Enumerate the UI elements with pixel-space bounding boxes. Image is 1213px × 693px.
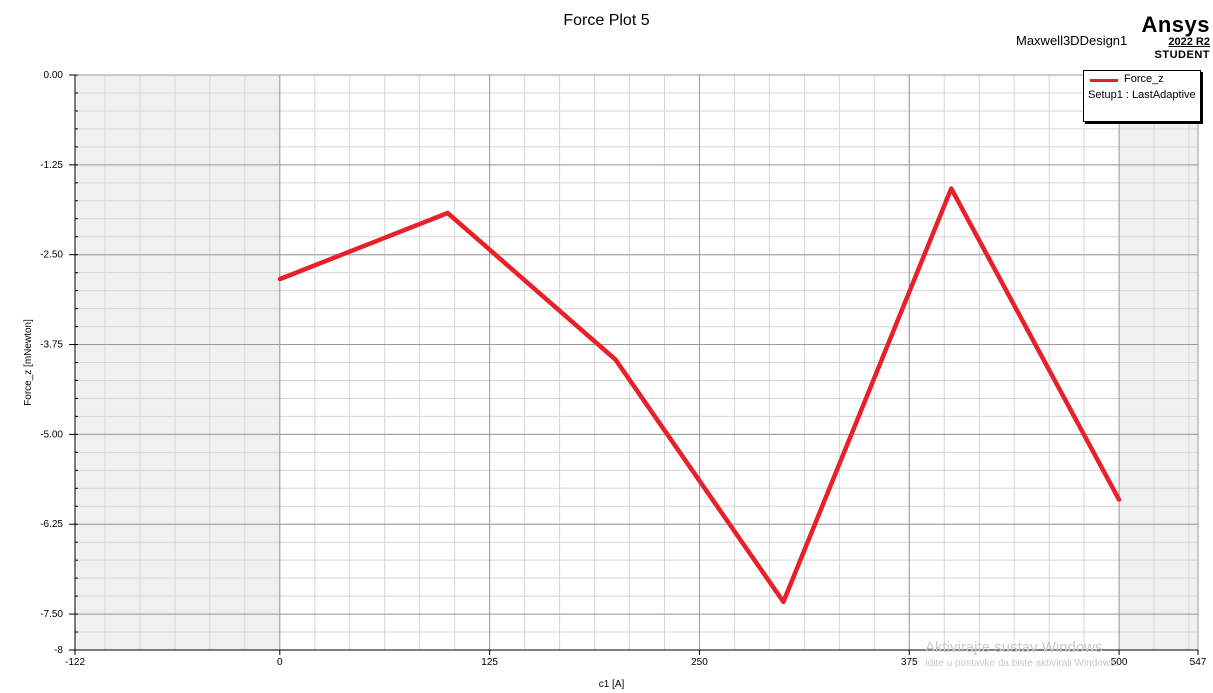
y-tick-label: -2.50 [40, 250, 63, 261]
y-tick-label: -6.25 [40, 519, 63, 530]
x-tick-label: 375 [901, 657, 918, 668]
y-tick-label: -7.50 [40, 609, 63, 620]
data-point [278, 277, 282, 281]
legend-series-label: Force_z [1124, 73, 1164, 85]
watermark-line2: Idite u postavke da biste aktivirali Win… [925, 656, 1118, 672]
y-tick-label: 0.00 [44, 70, 64, 81]
y-axis-label: Force_z [mNewton] [23, 319, 34, 406]
y-tick-label: -3.75 [40, 340, 63, 351]
legend[interactable]: Force_z Setup1 : LastAdaptive [1083, 70, 1201, 122]
legend-swatch [1090, 79, 1118, 82]
y-tick-label: -1.25 [40, 160, 63, 171]
legend-setup-label: Setup1 : LastAdaptive [1088, 89, 1196, 101]
windows-activation-watermark: Aktivirajte sustav Windows Idite u posta… [925, 640, 1118, 672]
watermark-line1: Aktivirajte sustav Windows [925, 640, 1118, 656]
x-tick-label: 125 [481, 657, 498, 668]
x-tick-label: -122 [65, 657, 85, 668]
data-point [446, 211, 450, 215]
data-point [614, 358, 618, 362]
x-tick-label: 0 [277, 657, 283, 668]
x-tick-label: 547 [1190, 657, 1207, 668]
y-tick-label: -5.00 [40, 429, 63, 440]
data-point [949, 187, 953, 191]
data-point [1117, 498, 1121, 502]
data-point [781, 600, 785, 604]
x-axis-label: c1 [A] [599, 679, 625, 690]
y-tick-label: -8 [54, 645, 63, 656]
x-tick-label: 250 [691, 657, 708, 668]
